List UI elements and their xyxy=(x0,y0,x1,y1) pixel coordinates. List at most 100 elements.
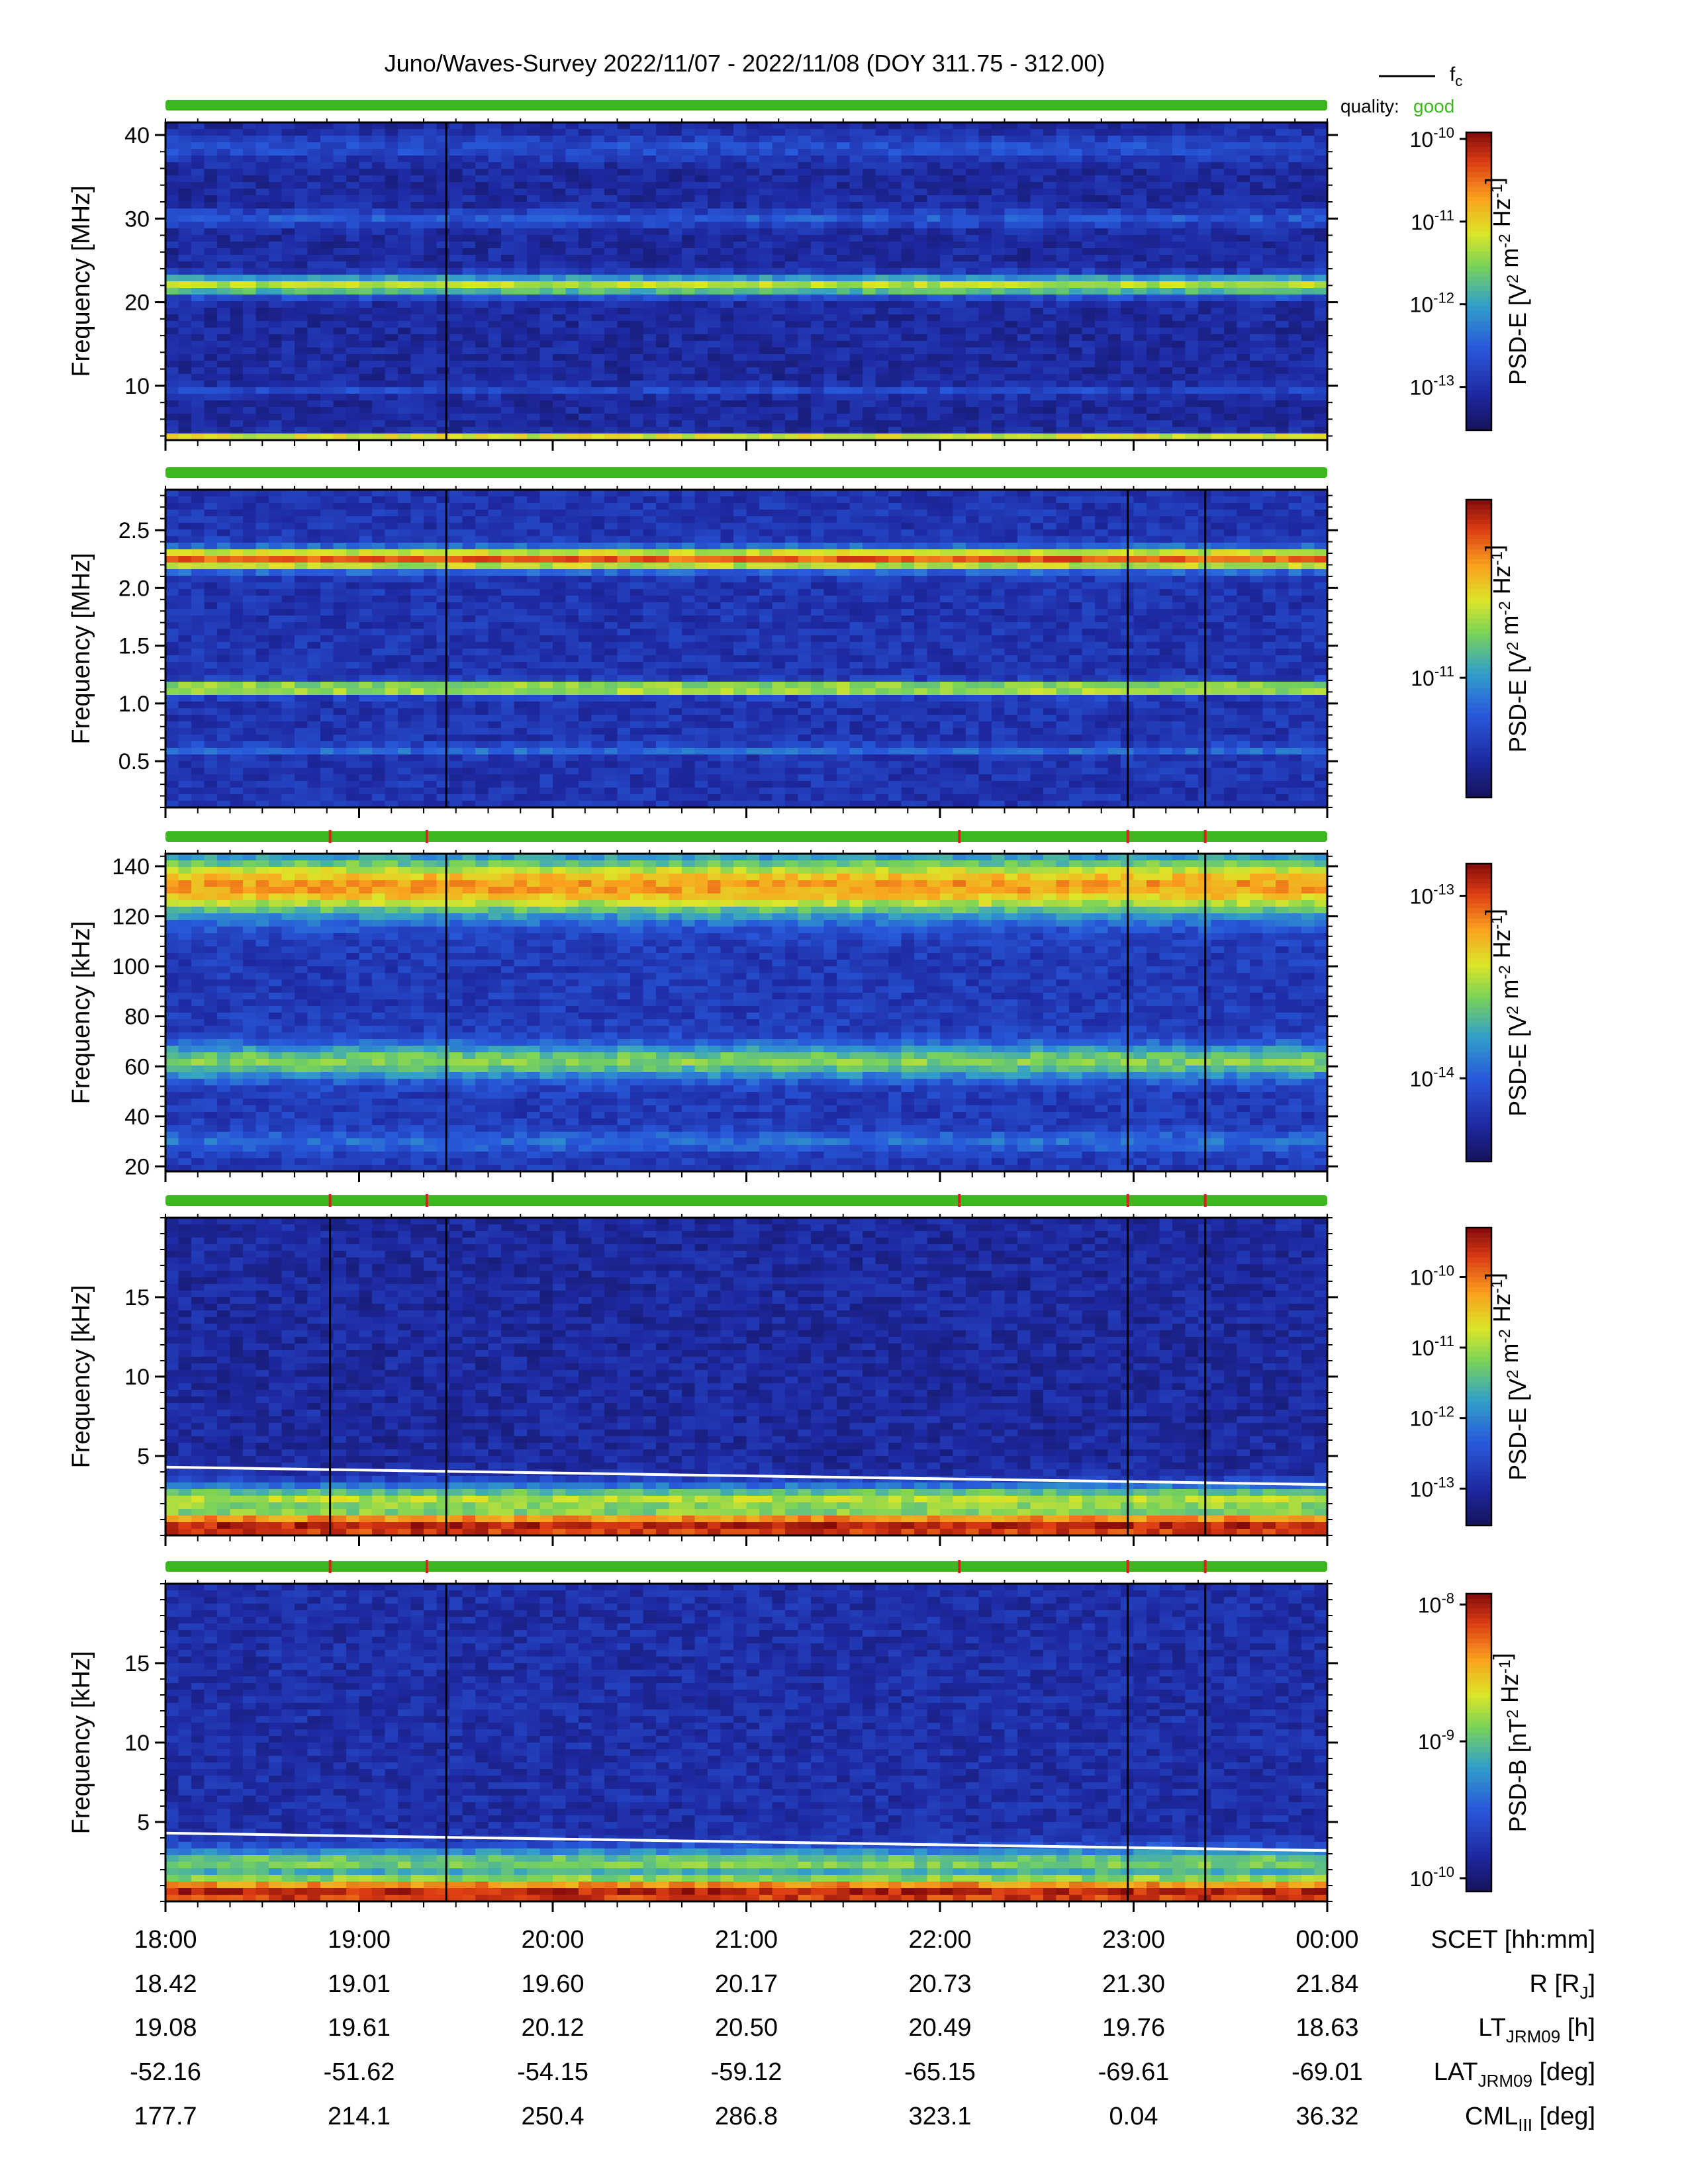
spectrogram-cell xyxy=(295,295,308,302)
spectrogram-cell xyxy=(978,261,992,269)
spectrogram-cell xyxy=(1185,208,1199,216)
spectrogram-cell xyxy=(888,122,902,130)
spectrogram-cell xyxy=(372,361,386,368)
spectrogram-cell xyxy=(1043,182,1057,189)
spectrogram-cell xyxy=(1133,149,1147,156)
spectrogram-cell xyxy=(733,182,747,189)
spectrogram-cell xyxy=(1082,215,1096,222)
spectrogram-cell xyxy=(1198,295,1212,302)
spectrogram-cell xyxy=(772,314,786,322)
spectrogram-cell xyxy=(1121,149,1135,156)
spectrogram-cell xyxy=(217,334,231,341)
spectrogram-cell xyxy=(823,255,837,262)
spectrogram-cell xyxy=(436,129,450,136)
spectrogram-cell xyxy=(191,523,205,530)
spectrogram-cell xyxy=(191,308,205,315)
spectrogram-cell xyxy=(514,414,528,421)
spectrogram-cell xyxy=(759,314,773,322)
spectrogram-cell xyxy=(888,268,902,275)
spectrogram-cell xyxy=(514,394,528,401)
spectrogram-cell xyxy=(733,496,747,504)
spectrogram-cell xyxy=(165,361,179,368)
spectrogram-cell xyxy=(875,162,889,169)
spectrogram-cell xyxy=(1043,169,1057,176)
spectrogram-cell xyxy=(424,328,438,335)
spectrogram-cell xyxy=(849,407,863,414)
spectrogram-cell xyxy=(1043,361,1057,368)
spectrogram-cell xyxy=(966,361,980,368)
spectrogram-cell xyxy=(759,281,773,289)
spectrogram-cell xyxy=(1198,288,1212,295)
spectrogram-cell xyxy=(823,490,837,497)
spectrogram-cell xyxy=(320,510,334,517)
spectrogram-cell xyxy=(165,169,179,176)
spectrogram-cell xyxy=(1262,308,1276,315)
spectrogram-cell xyxy=(992,288,1006,295)
spectrogram-cell xyxy=(682,361,696,368)
spectrogram-cell xyxy=(1147,427,1160,434)
spectrogram-cell xyxy=(269,523,283,530)
spectrogram-cell xyxy=(849,314,863,322)
spectrogram-cell xyxy=(217,420,231,428)
spectrogram-cell xyxy=(733,308,747,315)
spectrogram-cell xyxy=(230,268,244,275)
spectrogram-cell xyxy=(1004,321,1018,328)
spectrogram-cell xyxy=(243,195,257,203)
spectrogram-cell xyxy=(811,367,825,375)
spectrogram-cell xyxy=(385,129,399,136)
spectrogram-cell xyxy=(656,427,670,434)
spectrogram-cell xyxy=(746,242,760,249)
spectrogram-cell xyxy=(746,334,760,341)
spectrogram-cell xyxy=(1133,400,1147,408)
spectrogram-cell xyxy=(281,142,295,150)
spectrogram-cell xyxy=(849,433,863,441)
spectrogram-cell xyxy=(953,496,966,504)
spectrogram-cell xyxy=(398,136,412,143)
spectrogram-cell xyxy=(346,222,360,229)
spectrogram-cell xyxy=(694,182,708,189)
spectrogram-cell xyxy=(837,301,851,308)
spectrogram-cell xyxy=(1211,162,1225,169)
spectrogram-cell xyxy=(475,202,489,209)
spectrogram-cell xyxy=(837,288,851,295)
spectrogram-cell xyxy=(501,136,515,143)
spectrogram-cell xyxy=(875,281,889,289)
spectrogram-cell xyxy=(992,202,1006,209)
spectrogram-cell xyxy=(617,122,631,130)
spectrogram-cell xyxy=(1224,222,1238,229)
spectrogram-cell xyxy=(553,195,567,203)
spectrogram-cell xyxy=(591,129,605,136)
spectrogram-cell xyxy=(424,321,438,328)
spectrogram-cell xyxy=(1250,228,1264,236)
spectrogram-cell xyxy=(591,215,605,222)
spectrogram-cell xyxy=(579,414,592,421)
spectrogram-cell xyxy=(204,268,218,275)
spectrogram-cell xyxy=(1211,202,1225,209)
spectrogram-cell xyxy=(1301,503,1315,510)
spectrogram-cell xyxy=(978,301,992,308)
spectrogram-cell xyxy=(720,490,734,497)
spectrogram-cell xyxy=(966,248,980,255)
spectrogram-cell xyxy=(1004,156,1018,163)
spectrogram-cell xyxy=(449,175,463,183)
spectrogram-cell xyxy=(759,202,773,209)
spectrogram-cell xyxy=(1262,122,1276,130)
spectrogram-cell xyxy=(1159,288,1173,295)
spectrogram-cell xyxy=(1095,162,1109,169)
spectrogram-cell xyxy=(785,149,799,156)
spectrogram-cell xyxy=(901,156,915,163)
colorbar-swatch xyxy=(1466,306,1491,312)
spectrogram-cell xyxy=(656,347,670,355)
spectrogram-cell xyxy=(785,510,799,517)
spectrogram-cell xyxy=(1056,142,1070,150)
spectrogram-cell xyxy=(966,228,980,236)
spectrogram-cell xyxy=(565,414,579,421)
spectrogram-cell xyxy=(1082,295,1096,302)
spectrogram-cell xyxy=(823,182,837,189)
spectrogram-cell xyxy=(708,242,722,249)
spectrogram-cell xyxy=(849,228,863,236)
spectrogram-cell xyxy=(823,175,837,183)
spectrogram-cell xyxy=(1004,387,1018,394)
spectrogram-cell xyxy=(746,321,760,328)
spectrogram-cell xyxy=(1107,129,1121,136)
